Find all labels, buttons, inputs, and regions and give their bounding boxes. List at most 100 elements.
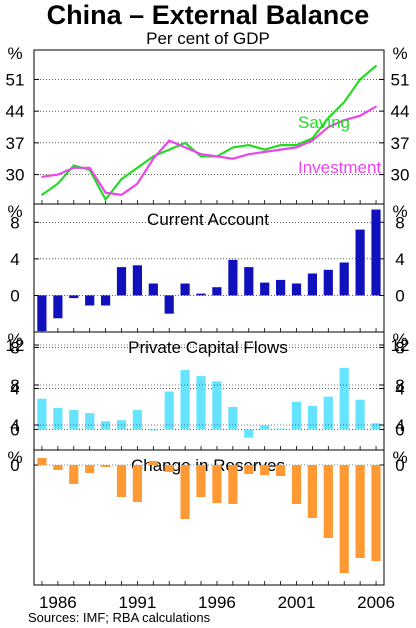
data-point (184, 146, 186, 149)
bar-2002 (307, 405, 317, 430)
data-point (247, 144, 250, 146)
unit-label-right: % (392, 202, 407, 221)
data-point (41, 194, 43, 196)
bar-1990 (116, 465, 127, 497)
bar-1987 (69, 410, 79, 430)
y-tick-label-left: 44 (6, 102, 25, 121)
data-point (120, 178, 123, 180)
data-point (72, 164, 75, 167)
panel-title: Private Capital Flows (128, 338, 288, 357)
bar-1992 (148, 429, 158, 431)
bar-2000 (276, 465, 286, 476)
data-point (375, 65, 377, 67)
panel-2: % % 0 0 4 4 8 8 Current Account (7, 202, 408, 333)
bar-1985 (37, 458, 47, 465)
data-point (247, 153, 250, 155)
unit-label-left: % (7, 448, 22, 467)
bar-1997 (228, 259, 238, 296)
data-point (136, 166, 139, 169)
bar-1993 (164, 295, 174, 314)
data-point (120, 194, 123, 196)
bar-2002 (307, 273, 317, 296)
y-tick-label-left: 4 (10, 379, 19, 398)
bar-2000 (276, 279, 286, 296)
bar-1994 (180, 465, 190, 519)
bar-1992 (148, 283, 158, 296)
data-point (343, 101, 346, 103)
data-point (327, 126, 330, 128)
bar-1991 (132, 265, 142, 296)
x-axis-labels: 1986 1991 1996 2001 2006 (39, 593, 395, 612)
bar-1989 (101, 465, 111, 467)
bar-1988 (85, 413, 95, 430)
data-point (152, 157, 155, 160)
bar-2006 (371, 465, 381, 561)
bar-2005 (355, 229, 365, 296)
bar-2001 (291, 401, 302, 430)
y-tick-label-left: 8 (10, 213, 19, 232)
data-point (295, 146, 298, 149)
y-tick-label-right: 44 (391, 102, 410, 121)
data-point (295, 144, 298, 146)
y-tick-label-left: 37 (6, 134, 25, 153)
y-tick-label-right: 0 (395, 456, 404, 475)
data-point (57, 182, 59, 185)
y-tick-label-left: 0 (10, 456, 19, 475)
sources-note: Sources: IMF; RBA calculations (28, 610, 211, 625)
data-point (184, 142, 186, 144)
panel-1-subtitle: Per cent of GDP (146, 29, 270, 48)
bar-1985 (37, 398, 47, 430)
y-tick-label-right: 0 (395, 286, 404, 305)
data-point (263, 148, 266, 151)
bar-1996 (212, 287, 222, 296)
bar-1999 (260, 425, 270, 430)
data-point (104, 191, 107, 194)
y-tick-label-right: 8 (395, 376, 404, 395)
panel-1: % % 30 30 37 37 44 44 51 51 Saving Investment (6, 44, 410, 205)
y-tick-label-right: 8 (395, 213, 404, 232)
y-tick-label-left: 8 (10, 338, 19, 357)
bar-2004 (339, 465, 349, 573)
data-point (88, 166, 91, 169)
bar-1999 (260, 465, 270, 475)
data-point (41, 176, 43, 178)
bar-2003 (323, 465, 333, 538)
bar-2005 (355, 465, 365, 558)
bar-2002 (307, 465, 317, 518)
data-point (57, 173, 59, 176)
unit-label-right: % (392, 44, 407, 63)
bar-1986 (53, 295, 63, 319)
bar-1987 (69, 295, 79, 299)
bar-1985 (37, 295, 47, 332)
unit-label-right: % (392, 330, 407, 349)
y-tick-label-right: 4 (395, 250, 404, 269)
y-tick-label-right: 30 (391, 166, 410, 185)
y-tick-label-left: 4 (10, 416, 19, 435)
bar-1998 (244, 465, 254, 474)
data-point (279, 148, 282, 151)
data-point (136, 182, 139, 185)
bar-1996 (212, 465, 222, 503)
bar-1989 (101, 421, 111, 430)
y-tick-label-left: 0 (10, 286, 19, 305)
panel-frame (33, 449, 385, 586)
bar-1988 (85, 295, 95, 306)
data-point (216, 155, 218, 158)
data-point (359, 114, 361, 117)
x-tick-label: 1996 (198, 593, 236, 612)
y-tick-label-left: 0 (10, 420, 19, 439)
series-label-saving: Saving (298, 113, 350, 132)
x-tick-label: 2001 (278, 593, 316, 612)
data-point (72, 166, 75, 169)
bar-1998 (244, 267, 254, 296)
bar-1999 (260, 282, 270, 296)
bar-1994 (180, 370, 190, 430)
bar-2003 (323, 269, 333, 296)
data-point (168, 148, 171, 151)
bar-1988 (85, 465, 95, 473)
bar-1991 (132, 465, 142, 502)
bar-1989 (101, 295, 111, 306)
